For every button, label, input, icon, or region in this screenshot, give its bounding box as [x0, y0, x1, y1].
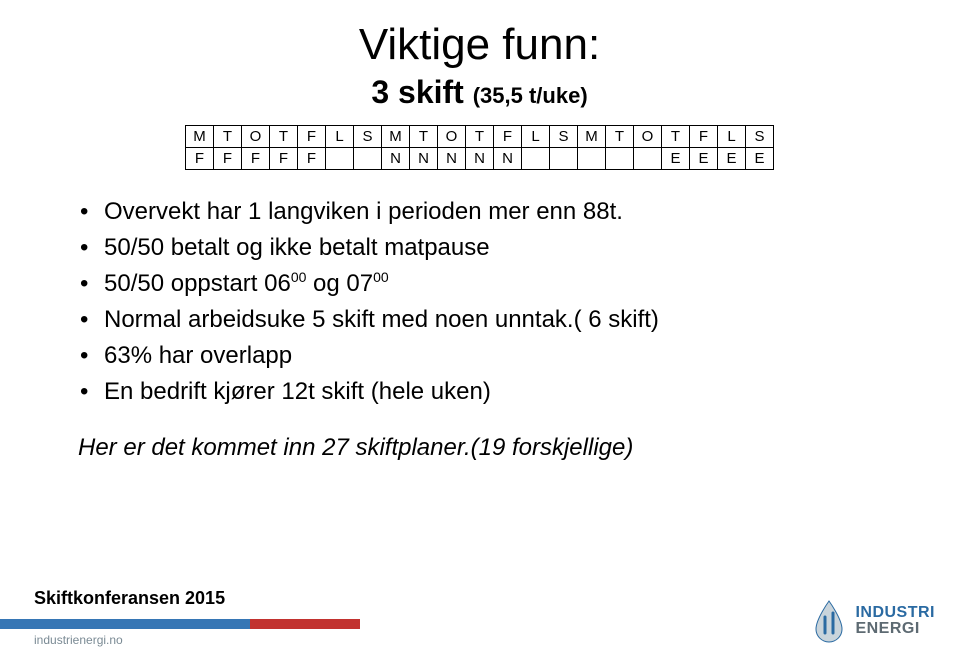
site-url: industrienergi.no [34, 633, 123, 647]
table-cell: T [662, 126, 690, 148]
table-cell: E [718, 148, 746, 170]
table-cell: L [718, 126, 746, 148]
table-cell [606, 148, 634, 170]
table-cell: N [438, 148, 466, 170]
table-cell: N [466, 148, 494, 170]
bullet-list: Overvekt har 1 langviken i perioden mer … [70, 194, 889, 410]
table-cell: O [634, 126, 662, 148]
logo-line2: ENERGI [855, 621, 935, 637]
list-item: 50/50 betalt og ikke betalt matpause [78, 230, 889, 266]
table-cell: F [270, 148, 298, 170]
accent-bar-red [250, 619, 360, 629]
table-cell: L [326, 126, 354, 148]
drop-icon [811, 599, 847, 643]
list-item: 63% har overlapp [78, 338, 889, 374]
table-cell [326, 148, 354, 170]
table-cell: T [270, 126, 298, 148]
table-cell [578, 148, 606, 170]
table-cell: F [298, 148, 326, 170]
table-cell: O [242, 126, 270, 148]
table-cell: S [354, 126, 382, 148]
table-cell: M [382, 126, 410, 148]
table-cell: L [522, 126, 550, 148]
table-cell [550, 148, 578, 170]
slide-subtitle: 3 skift (35,5 t/uke) [70, 74, 889, 111]
conference-label: Skiftkonferansen 2015 [34, 588, 225, 609]
footer-summary: Her er det kommet inn 27 skiftplaner.(19… [70, 434, 889, 462]
slide-title: Viktige funn: [70, 20, 889, 70]
table-cell: S [550, 126, 578, 148]
table-row: FFFFFNNNNNEEEE [186, 148, 774, 170]
subtitle-small: (35,5 t/uke) [473, 83, 588, 108]
list-item: En bedrift kjører 12t skift (hele uken) [78, 374, 889, 410]
table-cell: M [186, 126, 214, 148]
table-cell: T [410, 126, 438, 148]
table-cell: N [382, 148, 410, 170]
table-cell: T [214, 126, 242, 148]
schedule-table: MTOTFLSMTOTFLSMTOTFLSFFFFFNNNNNEEEE [185, 125, 774, 170]
table-cell: E [746, 148, 774, 170]
table-cell [354, 148, 382, 170]
logo-text: INDUSTRI ENERGI [855, 605, 935, 637]
table-cell [522, 148, 550, 170]
table-cell: N [494, 148, 522, 170]
subtitle-main: 3 skift [371, 74, 463, 110]
table-cell: F [242, 148, 270, 170]
table-cell: F [298, 126, 326, 148]
table-cell: F [214, 148, 242, 170]
table-cell: F [186, 148, 214, 170]
list-item: Overvekt har 1 langviken i perioden mer … [78, 194, 889, 230]
table-cell: N [410, 148, 438, 170]
table-cell [634, 148, 662, 170]
table-cell: E [690, 148, 718, 170]
slide: Viktige funn: 3 skift (35,5 t/uke) MTOTF… [0, 0, 959, 653]
table-cell: T [466, 126, 494, 148]
brand-logo: INDUSTRI ENERGI [811, 599, 935, 643]
table-cell: F [494, 126, 522, 148]
accent-bar-blue [0, 619, 250, 629]
table-cell: O [438, 126, 466, 148]
table-cell: E [662, 148, 690, 170]
table-cell: S [746, 126, 774, 148]
table-cell: M [578, 126, 606, 148]
list-item: Normal arbeidsuke 5 skift med noen unnta… [78, 302, 889, 338]
table-cell: T [606, 126, 634, 148]
list-item: 50/50 oppstart 0600 og 0700 [78, 266, 889, 302]
table-row: MTOTFLSMTOTFLSMTOTFLS [186, 126, 774, 148]
accent-bar [0, 619, 360, 629]
table-cell: F [690, 126, 718, 148]
logo-line1: INDUSTRI [855, 605, 935, 621]
